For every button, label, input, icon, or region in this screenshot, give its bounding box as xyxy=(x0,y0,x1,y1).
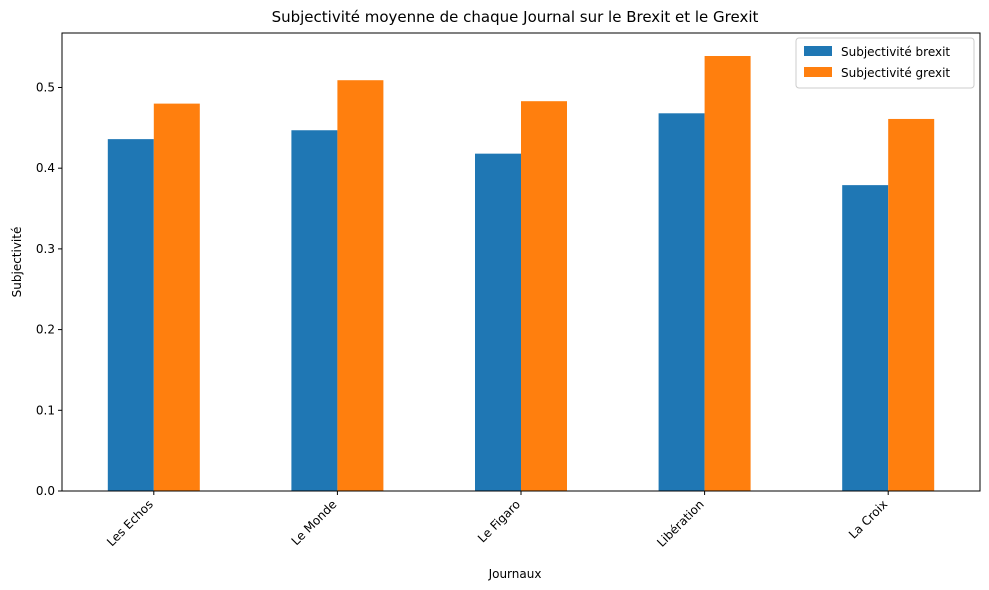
y-tick-label: 0.2 xyxy=(36,323,55,337)
y-axis-label: Subjectivité xyxy=(10,227,24,298)
y-tick-label: 0.4 xyxy=(36,161,55,175)
bar-grexit-1 xyxy=(337,80,384,491)
bar-brexit-1 xyxy=(291,130,338,492)
bar-grexit-4 xyxy=(888,118,935,492)
x-axis: Les Echos Le Monde Le Figaro Libération La C… xyxy=(104,491,890,550)
bar-grexit-2 xyxy=(521,101,567,492)
legend-box xyxy=(795,37,975,89)
x-tick-label: Le Figaro xyxy=(475,497,523,545)
y-tick-label: 0.0 xyxy=(36,484,55,498)
legend-swatch-brexit xyxy=(804,46,832,56)
y-tick-label: 0.3 xyxy=(36,242,55,256)
bar-brexit-2 xyxy=(475,153,521,491)
x-axis-label: Journaux xyxy=(488,567,542,581)
plot-area xyxy=(107,56,935,492)
y-tick-label: 0.1 xyxy=(36,403,55,417)
bar-grexit-0 xyxy=(153,103,200,492)
legend-label-grexit: Subjectivité grexit xyxy=(841,66,950,80)
x-tick-label: Les Echos xyxy=(104,497,156,549)
x-tick-label: Libération xyxy=(654,497,707,550)
x-tick-label: Le Monde xyxy=(289,497,340,548)
bar-brexit-3 xyxy=(658,113,705,491)
legend-swatch-grexit xyxy=(804,67,832,77)
legend: Subjectivité brexit Subjectivité grexit xyxy=(795,37,975,89)
legend-label-brexit: Subjectivité brexit xyxy=(841,45,950,59)
bar-grexit-3 xyxy=(704,56,751,491)
chart-title: Subjectivité moyenne de chaque Journal s… xyxy=(272,8,759,26)
x-tick-label: La Croix xyxy=(846,497,890,541)
y-axis: 0.0 0.1 0.2 0.3 0.4 0.5 xyxy=(36,80,62,498)
bar-brexit-0 xyxy=(107,139,154,491)
bar-brexit-4 xyxy=(842,185,889,491)
y-tick-label: 0.5 xyxy=(36,80,55,94)
